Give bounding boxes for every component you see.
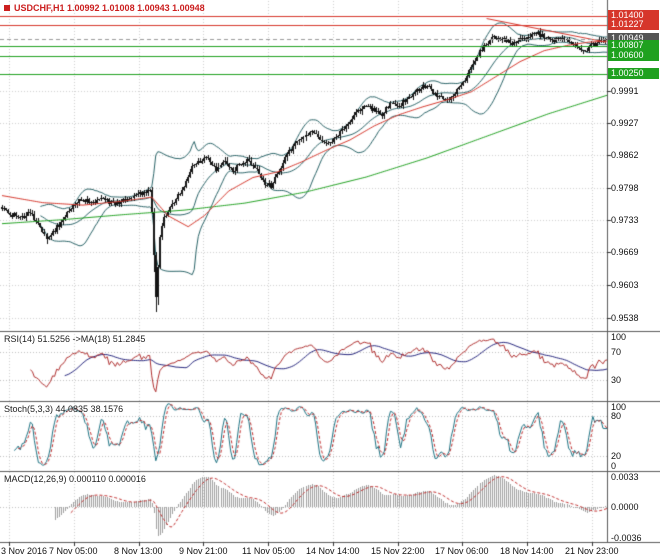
indicator-tick-label: 0.0033 xyxy=(611,472,639,482)
rsi-indicator-label: RSI(14) 51.5256 ->MA(18) 51.2845 xyxy=(4,334,146,344)
indicator-tick-label: 20 xyxy=(611,451,622,461)
symbol-info: USDCHF,H1 1.00992 1.01008 1.00943 1.0094… xyxy=(4,3,205,13)
time-tick-label: 14 Nov 14:00 xyxy=(306,546,360,556)
price-tick-label: 0.9733 xyxy=(611,215,639,225)
symbol-ohlc-text: USDCHF,H1 1.00992 1.01008 1.00943 1.0094… xyxy=(14,3,205,13)
time-tick-label: 7 Nov 05:00 xyxy=(49,546,98,556)
time-tick-label: 8 Nov 13:00 xyxy=(114,546,163,556)
indicator-tick-label: 70 xyxy=(611,347,622,357)
price-tick-label: 0.9862 xyxy=(611,150,639,160)
time-tick-label: 9 Nov 21:00 xyxy=(179,546,228,556)
stoch-indicator-label: Stoch(5,3,3) 44.0835 38.1576 xyxy=(4,404,124,414)
price-level-tag: 1.00250 xyxy=(608,68,659,79)
time-tick-label: 11 Nov 05:00 xyxy=(242,546,295,556)
price-tick-label: 0.9798 xyxy=(611,183,639,193)
series-marker-icon xyxy=(4,5,10,11)
price-tick-label: 0.9991 xyxy=(611,86,639,96)
indicator-tick-label: -0.0036 xyxy=(611,533,642,543)
indicator-tick-label: 80 xyxy=(611,411,622,421)
price-tick-label: 0.9669 xyxy=(611,247,639,257)
time-tick-label: 17 Nov 06:00 xyxy=(435,546,489,556)
price-level-tag: 1.00600 xyxy=(608,50,659,61)
indicator-tick-label: 0.0000 xyxy=(611,502,639,512)
time-tick-label: 18 Nov 14:00 xyxy=(500,546,554,556)
price-level-tag: 1.00949 xyxy=(608,33,659,44)
price-tick-label: 0.9603 xyxy=(611,280,639,290)
indicator-tick-label: 100 xyxy=(611,402,627,412)
price-tick-label: 0.9927 xyxy=(611,118,639,128)
indicator-tick-label: 0 xyxy=(611,461,617,471)
price-level-tag: 1.01400 xyxy=(608,10,659,21)
price-tick-label: 0.9538 xyxy=(611,313,639,323)
time-tick-label: 3 Nov 2016 xyxy=(1,546,48,556)
price-level-tag: 1.00807 xyxy=(608,40,659,51)
macd-indicator-label: MACD(12,26,9) 0.000110 0.000016 xyxy=(4,474,146,484)
price-level-tag: 1.01227 xyxy=(608,19,659,30)
indicator-tick-label: 100 xyxy=(611,332,627,342)
time-tick-label: 21 Nov 23:00 xyxy=(565,546,619,556)
indicator-tick-label: 30 xyxy=(611,375,622,385)
time-tick-label: 15 Nov 22:00 xyxy=(371,546,425,556)
